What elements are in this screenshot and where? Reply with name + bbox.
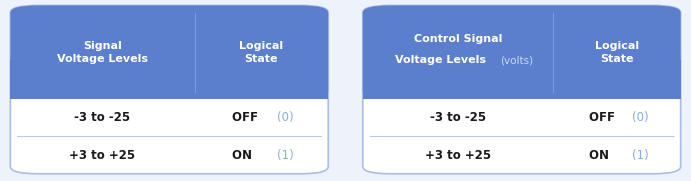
Text: (volts): (volts): [500, 55, 533, 65]
FancyBboxPatch shape: [10, 5, 328, 99]
FancyBboxPatch shape: [10, 5, 328, 174]
Text: Signal
Voltage Levels: Signal Voltage Levels: [57, 41, 148, 64]
Text: -3 to -25: -3 to -25: [75, 111, 131, 124]
Text: (1): (1): [277, 149, 294, 161]
Text: -3 to -25: -3 to -25: [430, 111, 486, 124]
Text: ON: ON: [589, 149, 613, 161]
FancyBboxPatch shape: [363, 5, 681, 174]
Text: Logical
State: Logical State: [239, 41, 283, 64]
Text: (0): (0): [277, 111, 294, 124]
Bar: [363, 60, 681, 99]
Text: Control Signal: Control Signal: [414, 33, 502, 44]
Text: (0): (0): [632, 111, 648, 124]
FancyBboxPatch shape: [363, 5, 681, 99]
Text: (1): (1): [632, 149, 648, 161]
Text: OFF: OFF: [232, 111, 262, 124]
Text: Logical
State: Logical State: [595, 41, 639, 64]
Text: OFF: OFF: [589, 111, 619, 124]
Text: +3 to +25: +3 to +25: [425, 149, 491, 161]
Bar: [10, 60, 328, 99]
Text: +3 to +25: +3 to +25: [70, 149, 135, 161]
Text: Voltage Levels: Voltage Levels: [395, 55, 486, 65]
Text: ON: ON: [232, 149, 256, 161]
